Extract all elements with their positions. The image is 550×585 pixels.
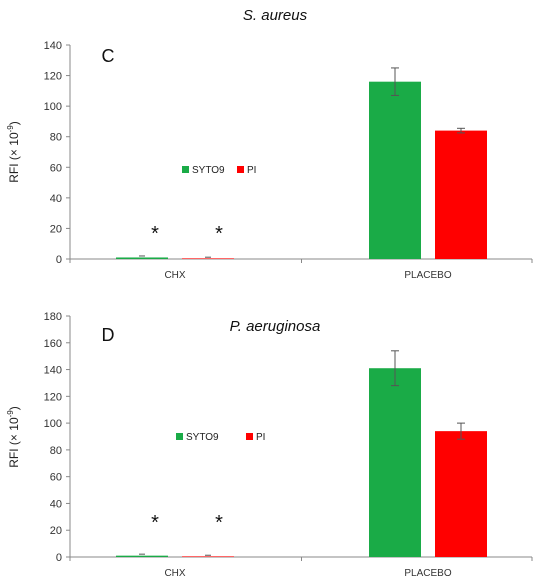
y-tick-label: 0: [56, 254, 62, 266]
y-axis-label-end: ): [7, 406, 21, 410]
x-tick-label: PLACEBO: [404, 568, 451, 579]
y-tick-label: 40: [50, 193, 62, 205]
significance-asterisk: *: [215, 223, 223, 245]
legend-swatch: [237, 166, 244, 173]
x-tick-label: CHX: [164, 270, 185, 281]
y-tick-label: 60: [50, 162, 62, 174]
bar-pi-chx: [182, 258, 234, 259]
y-tick-label: 100: [44, 101, 62, 113]
y-tick-label: 20: [50, 223, 62, 235]
bar-syto9-placebo: [369, 81, 421, 259]
bar-pi-placebo: [435, 431, 487, 557]
y-tick-label: 80: [50, 445, 62, 457]
panel-letter: C: [102, 46, 115, 66]
y-tick-label: 80: [50, 132, 62, 144]
bar-syto9-chx: [116, 555, 168, 557]
bar-pi-chx: [182, 556, 234, 557]
y-tick-label: 0: [56, 552, 62, 564]
chart-title: P. aeruginosa: [230, 318, 321, 335]
significance-asterisk: *: [151, 223, 159, 245]
x-tick-label: CHX: [164, 568, 185, 579]
bar-syto9-placebo: [369, 368, 421, 557]
y-tick-label: 120: [44, 71, 62, 83]
y-axis-label-superscript: -9: [6, 125, 15, 133]
bar-syto9-chx: [116, 257, 168, 259]
y-axis-label-main: RFI (× 10: [7, 132, 21, 183]
y-axis-label: RFI (× 10-9): [6, 121, 21, 182]
y-tick-label: 60: [50, 472, 62, 484]
legend-label: SYTO9: [186, 432, 219, 443]
panel-letter: D: [102, 325, 115, 345]
y-tick-label: 120: [44, 391, 62, 403]
y-axis-label-superscript: -9: [6, 410, 15, 418]
legend-label: SYTO9: [192, 165, 225, 176]
y-tick-label: 20: [50, 525, 62, 537]
legend-swatch: [182, 166, 189, 173]
legend-label: PI: [247, 165, 256, 176]
legend-swatch: [246, 433, 253, 440]
legend-swatch: [176, 433, 183, 440]
y-tick-label: 160: [44, 338, 62, 350]
chart-panel-d: P. aeruginosa D 0 20 40 60 80 100 120 140 160 180 CH…: [6, 311, 533, 579]
chart-panel-c: S. aureus C 0 20 40 60 80 100 120 140 CHX PLACEBO RF…: [6, 7, 533, 281]
y-tick-label: 40: [50, 498, 62, 510]
y-tick-label: 180: [44, 311, 62, 323]
significance-asterisk: *: [215, 512, 223, 534]
y-tick-label: 100: [44, 418, 62, 430]
significance-asterisk: *: [151, 512, 159, 534]
y-axis-label-main: RFI (× 10: [7, 417, 21, 468]
bar-pi-placebo: [435, 130, 487, 259]
y-tick-label: 140: [44, 40, 62, 52]
y-axis-label: RFI (× 10-9): [6, 406, 21, 467]
y-axis-label-end: ): [7, 121, 21, 125]
chart-title: S. aureus: [243, 7, 308, 24]
y-tick-label: 140: [44, 365, 62, 377]
legend-label: PI: [256, 432, 265, 443]
x-tick-label: PLACEBO: [404, 270, 451, 281]
